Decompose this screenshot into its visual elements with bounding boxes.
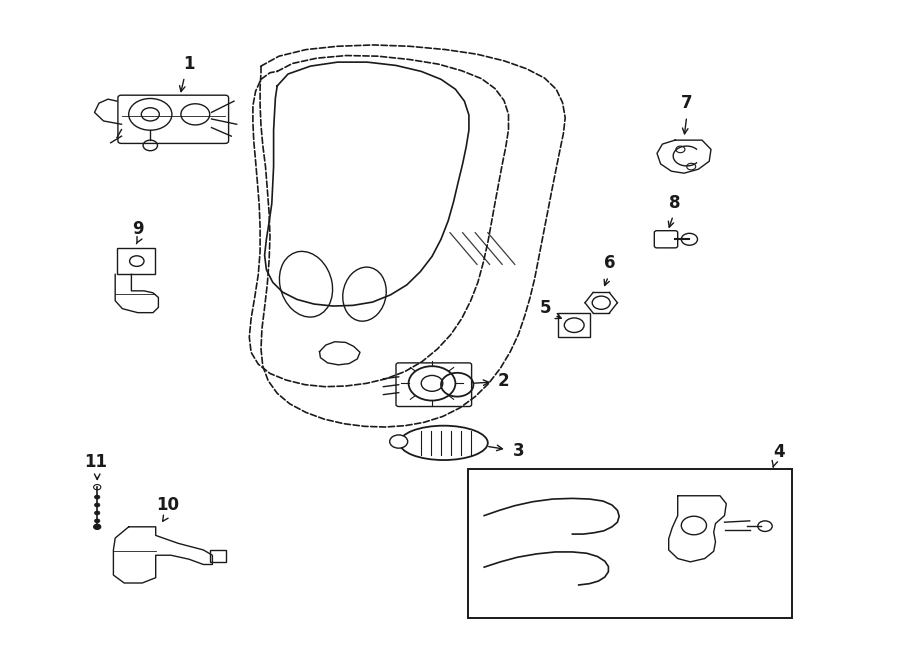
Circle shape [94, 503, 100, 507]
Text: 4: 4 [774, 444, 785, 461]
Circle shape [94, 511, 100, 515]
Circle shape [94, 519, 100, 523]
Circle shape [390, 435, 408, 448]
Circle shape [94, 524, 101, 529]
Text: 11: 11 [84, 453, 107, 471]
FancyBboxPatch shape [654, 231, 678, 248]
Circle shape [94, 495, 100, 499]
Text: 5: 5 [540, 299, 551, 317]
Bar [468, 469, 792, 618]
Text: 9: 9 [132, 220, 143, 238]
Text: 3: 3 [513, 442, 525, 460]
Text: 8: 8 [670, 194, 680, 212]
Bar [117, 248, 155, 274]
Text: 7: 7 [681, 94, 692, 112]
FancyBboxPatch shape [118, 95, 229, 143]
Bar [210, 550, 226, 562]
Bar [558, 313, 590, 337]
Text: 6: 6 [605, 254, 616, 272]
Text: 1: 1 [184, 55, 194, 73]
Text: 10: 10 [156, 496, 179, 514]
Text: 2: 2 [498, 372, 509, 391]
